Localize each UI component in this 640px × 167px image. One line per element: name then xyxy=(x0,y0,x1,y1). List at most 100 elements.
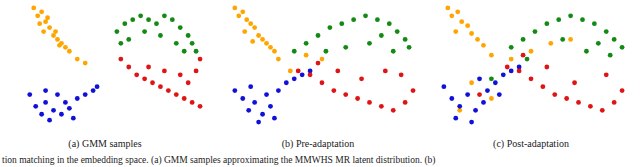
point xyxy=(465,23,470,28)
point xyxy=(449,13,454,18)
point xyxy=(300,72,305,77)
point xyxy=(142,29,147,34)
point xyxy=(43,100,48,105)
point xyxy=(276,88,281,93)
point xyxy=(242,29,247,34)
point xyxy=(363,13,368,18)
point xyxy=(292,49,297,54)
point xyxy=(509,69,514,74)
subcaption: (a) GMM samples xyxy=(68,138,141,150)
point xyxy=(182,49,187,54)
point xyxy=(182,96,187,101)
point xyxy=(544,21,549,26)
point xyxy=(57,43,62,48)
point xyxy=(588,104,593,109)
point xyxy=(509,45,514,50)
point xyxy=(47,25,52,30)
scatter-panel: (b) Pre-adaptation xyxy=(232,6,415,150)
point xyxy=(548,41,553,46)
point xyxy=(75,57,80,62)
point xyxy=(63,100,68,105)
point xyxy=(481,100,486,105)
series xyxy=(477,53,624,113)
point xyxy=(473,108,478,113)
point xyxy=(43,88,48,93)
point xyxy=(240,9,245,14)
point xyxy=(194,69,199,74)
point xyxy=(509,57,514,62)
point xyxy=(375,17,380,22)
point xyxy=(453,29,458,34)
point xyxy=(166,88,171,93)
point xyxy=(252,100,257,105)
point xyxy=(198,57,203,62)
point xyxy=(126,37,131,42)
point xyxy=(580,17,585,22)
point xyxy=(383,69,388,74)
point xyxy=(268,45,273,50)
point xyxy=(525,57,530,62)
point xyxy=(154,21,159,26)
point xyxy=(608,53,613,58)
series xyxy=(27,84,99,122)
point xyxy=(134,72,139,77)
point xyxy=(339,21,344,26)
point xyxy=(320,80,325,85)
point xyxy=(240,96,245,101)
point xyxy=(568,13,573,18)
point xyxy=(178,72,183,77)
scatter-panel: (a) GMM samples xyxy=(27,6,202,150)
series xyxy=(118,57,202,109)
point xyxy=(162,13,167,18)
point xyxy=(481,43,486,48)
point xyxy=(407,45,412,50)
point xyxy=(276,57,281,62)
point xyxy=(449,96,454,101)
point xyxy=(55,37,60,42)
point xyxy=(260,37,265,42)
point xyxy=(351,17,356,22)
point xyxy=(244,17,249,22)
point xyxy=(158,33,163,38)
point xyxy=(465,92,470,97)
point xyxy=(232,6,237,11)
point xyxy=(552,92,557,97)
point xyxy=(517,69,522,74)
point xyxy=(501,72,506,77)
point xyxy=(45,15,50,20)
point xyxy=(122,21,127,26)
point xyxy=(39,112,44,117)
point xyxy=(31,6,36,11)
caption: tion matching in the embedding space. (a… xyxy=(2,155,436,166)
point xyxy=(497,92,502,97)
scatter-panel: (c) Post-adaptation xyxy=(441,6,624,150)
point xyxy=(250,39,255,44)
point xyxy=(441,84,446,89)
point xyxy=(379,33,384,38)
point xyxy=(489,76,494,81)
point xyxy=(59,112,64,117)
point xyxy=(292,76,297,81)
point xyxy=(475,37,480,42)
point xyxy=(190,41,195,46)
point xyxy=(264,41,269,46)
point xyxy=(150,80,155,85)
point xyxy=(600,108,605,113)
point xyxy=(564,96,569,101)
point xyxy=(35,13,40,18)
point xyxy=(576,100,581,105)
point xyxy=(489,53,494,58)
point xyxy=(130,17,135,22)
point xyxy=(612,100,617,105)
point xyxy=(272,116,277,121)
point xyxy=(126,65,131,70)
point xyxy=(477,92,482,97)
point xyxy=(572,80,577,85)
series xyxy=(31,6,87,66)
point xyxy=(399,72,404,77)
point xyxy=(63,45,68,50)
point xyxy=(37,21,42,26)
point xyxy=(146,65,151,70)
point xyxy=(316,33,321,38)
point xyxy=(455,9,460,14)
